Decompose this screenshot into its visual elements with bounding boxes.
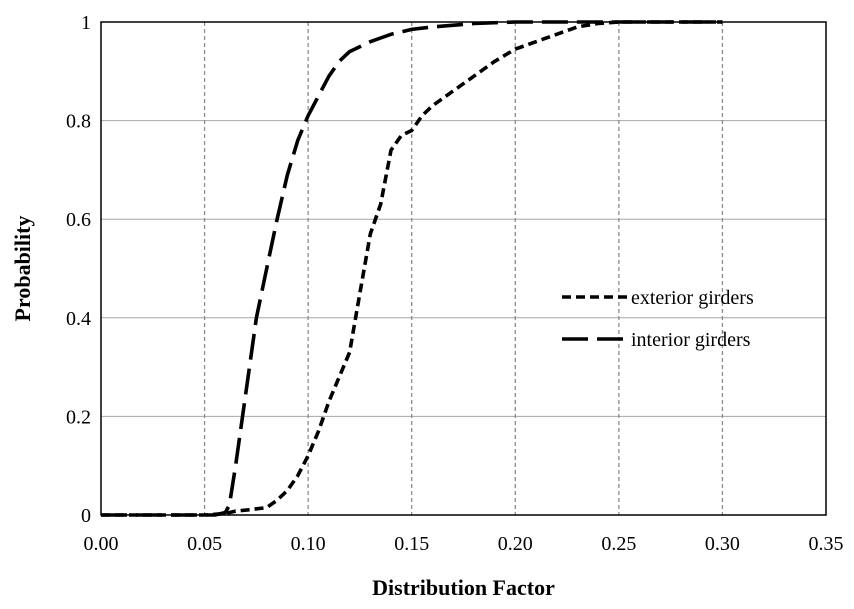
y-tick-label: 1 <box>81 12 91 34</box>
y-tick-label: 0.2 <box>66 406 91 428</box>
legend: exterior girders interior girders <box>562 287 754 351</box>
series-line-interior-girders <box>101 20 723 517</box>
x-axis-tick-labels: 0.00 0.05 0.10 0.15 0.20 0.25 0.30 0.35 <box>84 533 844 555</box>
x-tick-label: 0.25 <box>601 533 636 555</box>
y-tick-label: 0.4 <box>66 308 91 330</box>
y-tick-label: 0.6 <box>66 209 91 231</box>
legend-label-exterior-girders: exterior girders <box>631 287 754 309</box>
x-tick-label: 0.20 <box>498 533 533 555</box>
grid-lines <box>101 22 826 515</box>
x-tick-label: 0.30 <box>705 533 740 555</box>
x-tick-label: 0.35 <box>809 533 844 555</box>
y-axis-title: Probability <box>10 216 35 322</box>
plot-area-border <box>100 21 827 516</box>
y-axis-tick-labels: 0 0.2 0.4 0.6 0.8 1 <box>66 12 91 527</box>
legend-label-interior-girders: interior girders <box>631 329 751 351</box>
x-tick-label: 0.05 <box>187 533 222 555</box>
y-tick-label: 0 <box>81 505 91 527</box>
series-lines <box>101 20 723 517</box>
y-tick-label: 0.8 <box>66 111 91 133</box>
x-tick-label: 0.00 <box>84 533 119 555</box>
series-line-exterior-girders <box>101 20 723 517</box>
x-axis-title: Distribution Factor <box>372 575 555 600</box>
x-tick-label: 0.15 <box>394 533 429 555</box>
x-tick-label: 0.10 <box>291 533 326 555</box>
